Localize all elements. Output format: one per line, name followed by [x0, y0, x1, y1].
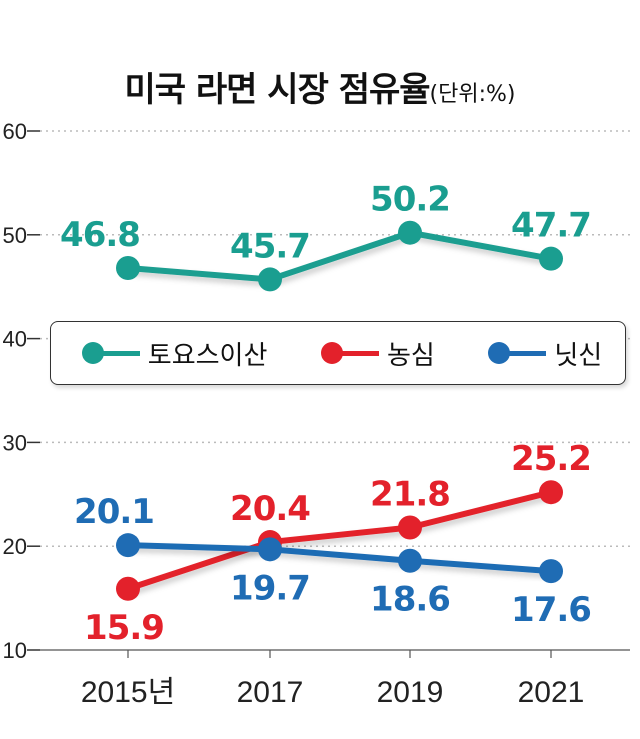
data-label: 25.2 — [511, 439, 591, 479]
legend-swatch — [74, 342, 140, 364]
y-tick-label: 20 — [3, 534, 27, 559]
x-tick-label: 2017 — [237, 676, 304, 709]
data-point — [258, 267, 282, 292]
data-label: 18.6 — [370, 580, 450, 620]
legend-item: 농심 — [313, 335, 435, 372]
data-label: 50.2 — [370, 180, 450, 220]
data-point — [398, 515, 422, 540]
data-label: 45.7 — [230, 226, 310, 266]
series-line-0 — [127, 229, 552, 283]
y-tick-label: 40 — [3, 327, 27, 352]
x-tick-label: 2015년 — [81, 676, 175, 709]
legend-item: 토요스이산 — [74, 335, 268, 372]
data-point — [398, 220, 422, 245]
data-label: 21.8 — [370, 475, 450, 515]
title-text: 미국 라면 시장 점유율 — [124, 70, 431, 110]
series-line-1 — [127, 489, 552, 592]
data-point — [539, 480, 563, 505]
data-label: 15.9 — [84, 608, 164, 648]
data-label: 17.6 — [511, 590, 591, 630]
legend-label: 닛신 — [554, 340, 603, 371]
legend-item: 닛신 — [480, 335, 602, 372]
data-point — [398, 548, 422, 573]
data-point — [539, 559, 563, 584]
y-tick-label: 50 — [3, 223, 27, 248]
legend-swatch — [480, 342, 547, 364]
y-tick-label: 60 — [3, 119, 27, 144]
x-tick-label: 2019 — [377, 676, 444, 709]
chart-title: 미국 라면 시장 점유율(단위:%) — [0, 62, 640, 111]
legend-label: 토요스이산 — [147, 340, 268, 371]
x-tick-label: 2021 — [518, 676, 585, 709]
data-point — [116, 256, 140, 281]
data-label: 20.1 — [74, 492, 154, 532]
data-label: 19.7 — [230, 568, 310, 608]
series-line-2 — [127, 542, 552, 575]
y-tick-label: 30 — [3, 430, 27, 455]
legend: 토요스이산 농심 닛신 — [50, 321, 626, 385]
data-label: 47.7 — [511, 206, 591, 246]
data-point — [539, 246, 563, 271]
data-point — [116, 576, 140, 601]
data-point — [258, 537, 282, 562]
legend-swatch — [313, 342, 379, 364]
unit-label: (단위:%) — [429, 82, 516, 107]
data-point — [116, 533, 140, 558]
y-tick-label: 10 — [3, 638, 27, 663]
legend-label: 농심 — [386, 340, 435, 371]
data-label: 20.4 — [230, 489, 310, 529]
data-label: 46.8 — [60, 215, 140, 255]
